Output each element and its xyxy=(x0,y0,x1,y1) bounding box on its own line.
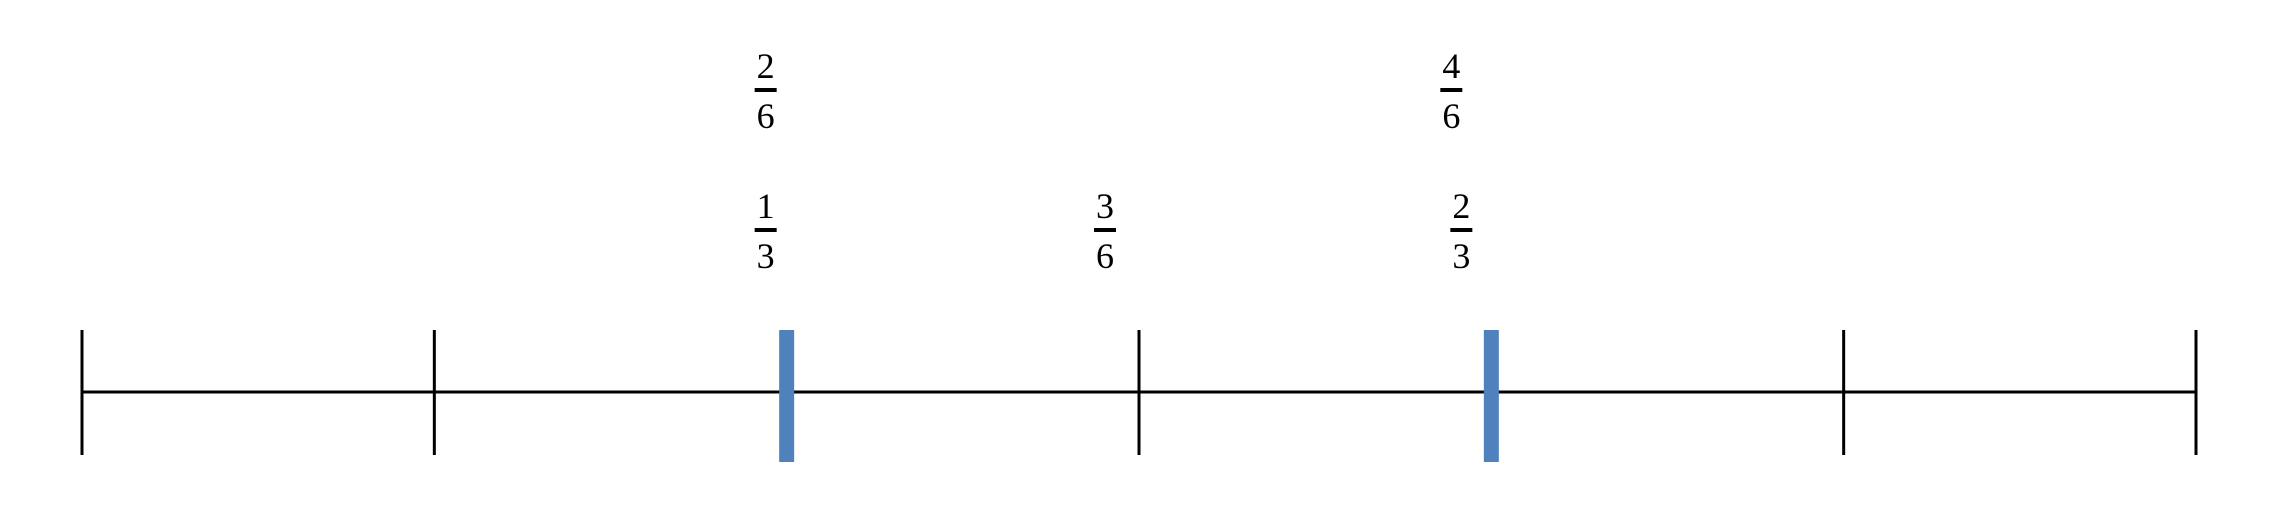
fraction-denominator: 6 xyxy=(1442,96,1460,136)
fraction-label: 23 xyxy=(1450,186,1473,276)
fraction-numerator: 3 xyxy=(1096,186,1114,226)
fraction-label: 46 xyxy=(1440,46,1463,136)
fraction-denominator: 6 xyxy=(757,96,775,136)
fraction-numerator: 4 xyxy=(1442,46,1460,86)
fraction-label: 36 xyxy=(1094,186,1116,276)
fraction-label: 26 xyxy=(754,46,777,136)
fraction-numerator: 2 xyxy=(1452,186,1470,226)
fraction-denominator: 3 xyxy=(757,236,775,276)
fraction-denominator: 3 xyxy=(1452,236,1470,276)
fraction-numerator: 1 xyxy=(757,186,775,226)
fraction-label: 13 xyxy=(754,186,777,276)
fraction-denominator: 6 xyxy=(1096,236,1114,276)
tick-marks xyxy=(80,330,2198,462)
fraction-numerator: 2 xyxy=(757,46,775,86)
